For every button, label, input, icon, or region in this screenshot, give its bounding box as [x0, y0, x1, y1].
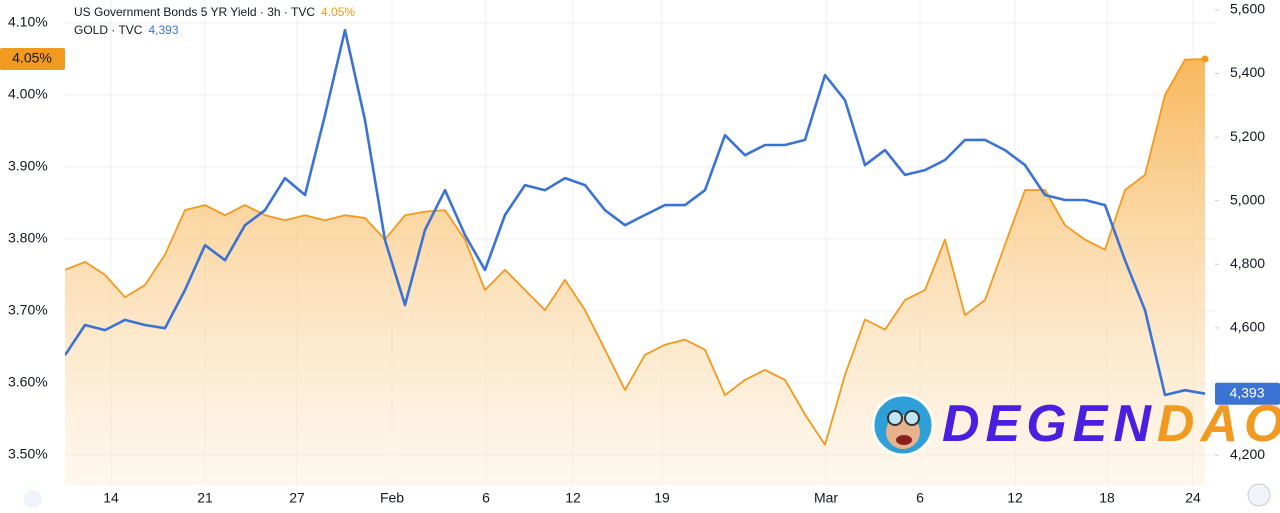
- x-tick-label: 27: [289, 490, 305, 506]
- legend-entry: GOLD · TVC 4,393: [74, 23, 179, 37]
- series-line: [65, 58, 1206, 446]
- x-tick-label: Feb: [380, 490, 404, 506]
- legend-name: GOLD · TVC: [74, 23, 143, 37]
- y2-tick-label: 4,600: [1230, 319, 1265, 335]
- y-tick-label: 4.10%: [8, 14, 48, 30]
- x-tick-label: 14: [103, 490, 119, 506]
- y-tick-label: 3.50%: [8, 445, 48, 461]
- y2-tick-label: 4,800: [1230, 255, 1265, 271]
- legend-entry: US Government Bonds 5 YR Yield · 3h · TV…: [74, 5, 355, 19]
- legend-value: 4,393: [148, 23, 178, 37]
- y-tick-label: 3.80%: [8, 230, 48, 246]
- y2-tick-label: 5,600: [1230, 1, 1265, 17]
- last-value-badge: [1215, 382, 1280, 405]
- watermark-part: DAO!: [1157, 395, 1280, 453]
- y-tick-label: 3.70%: [8, 302, 48, 318]
- y-tick-label: 3.60%: [8, 374, 48, 390]
- y2-tick-label: 5,400: [1230, 64, 1265, 80]
- last-value-label: 4.05%: [12, 50, 52, 66]
- watermark-part: DEGEN: [942, 395, 1157, 453]
- x-tick-label: 24: [1185, 490, 1201, 506]
- last-value-badge: [0, 48, 65, 71]
- logo-badge: [24, 490, 42, 508]
- watermark-text: DEGENDAO!: [942, 395, 1280, 453]
- x-tick-label: 6: [482, 490, 490, 506]
- x-tick-label: 12: [1007, 490, 1023, 506]
- y2-tick-label: 5,200: [1230, 128, 1265, 144]
- y2-tick-label: 5,000: [1230, 191, 1265, 207]
- last-value-label: 4,393: [1229, 384, 1264, 400]
- x-tick-label: 12: [565, 490, 581, 506]
- tv-logo: [24, 483, 1271, 508]
- y-tick-label: 3.90%: [8, 158, 48, 174]
- area-fill: [65, 59, 1205, 485]
- x-tick-label: Mar: [814, 490, 838, 506]
- last-point: [1201, 55, 1209, 63]
- x-tick-label: 6: [916, 490, 924, 506]
- legend-value: 4.05%: [321, 5, 355, 19]
- x-tick-label: 19: [654, 490, 670, 506]
- legend: US Government Bonds 5 YR Yield · 3h · TV…: [74, 5, 355, 37]
- x-tick-label: 21: [197, 490, 213, 506]
- avatar-goggle: [904, 410, 920, 426]
- y-tick-label: 4.00%: [8, 86, 48, 102]
- avatar-mouth: [896, 435, 912, 445]
- legend-name: US Government Bonds 5 YR Yield · 3h · TV…: [74, 5, 315, 19]
- y2-tick-label: 4,200: [1230, 446, 1265, 462]
- watermark: DEGENDAO!: [871, 393, 1280, 457]
- settings-button[interactable]: [1247, 483, 1271, 507]
- series-line: [65, 28, 1206, 397]
- avatar-goggle: [887, 410, 903, 426]
- x-tick-label: 18: [1099, 490, 1115, 506]
